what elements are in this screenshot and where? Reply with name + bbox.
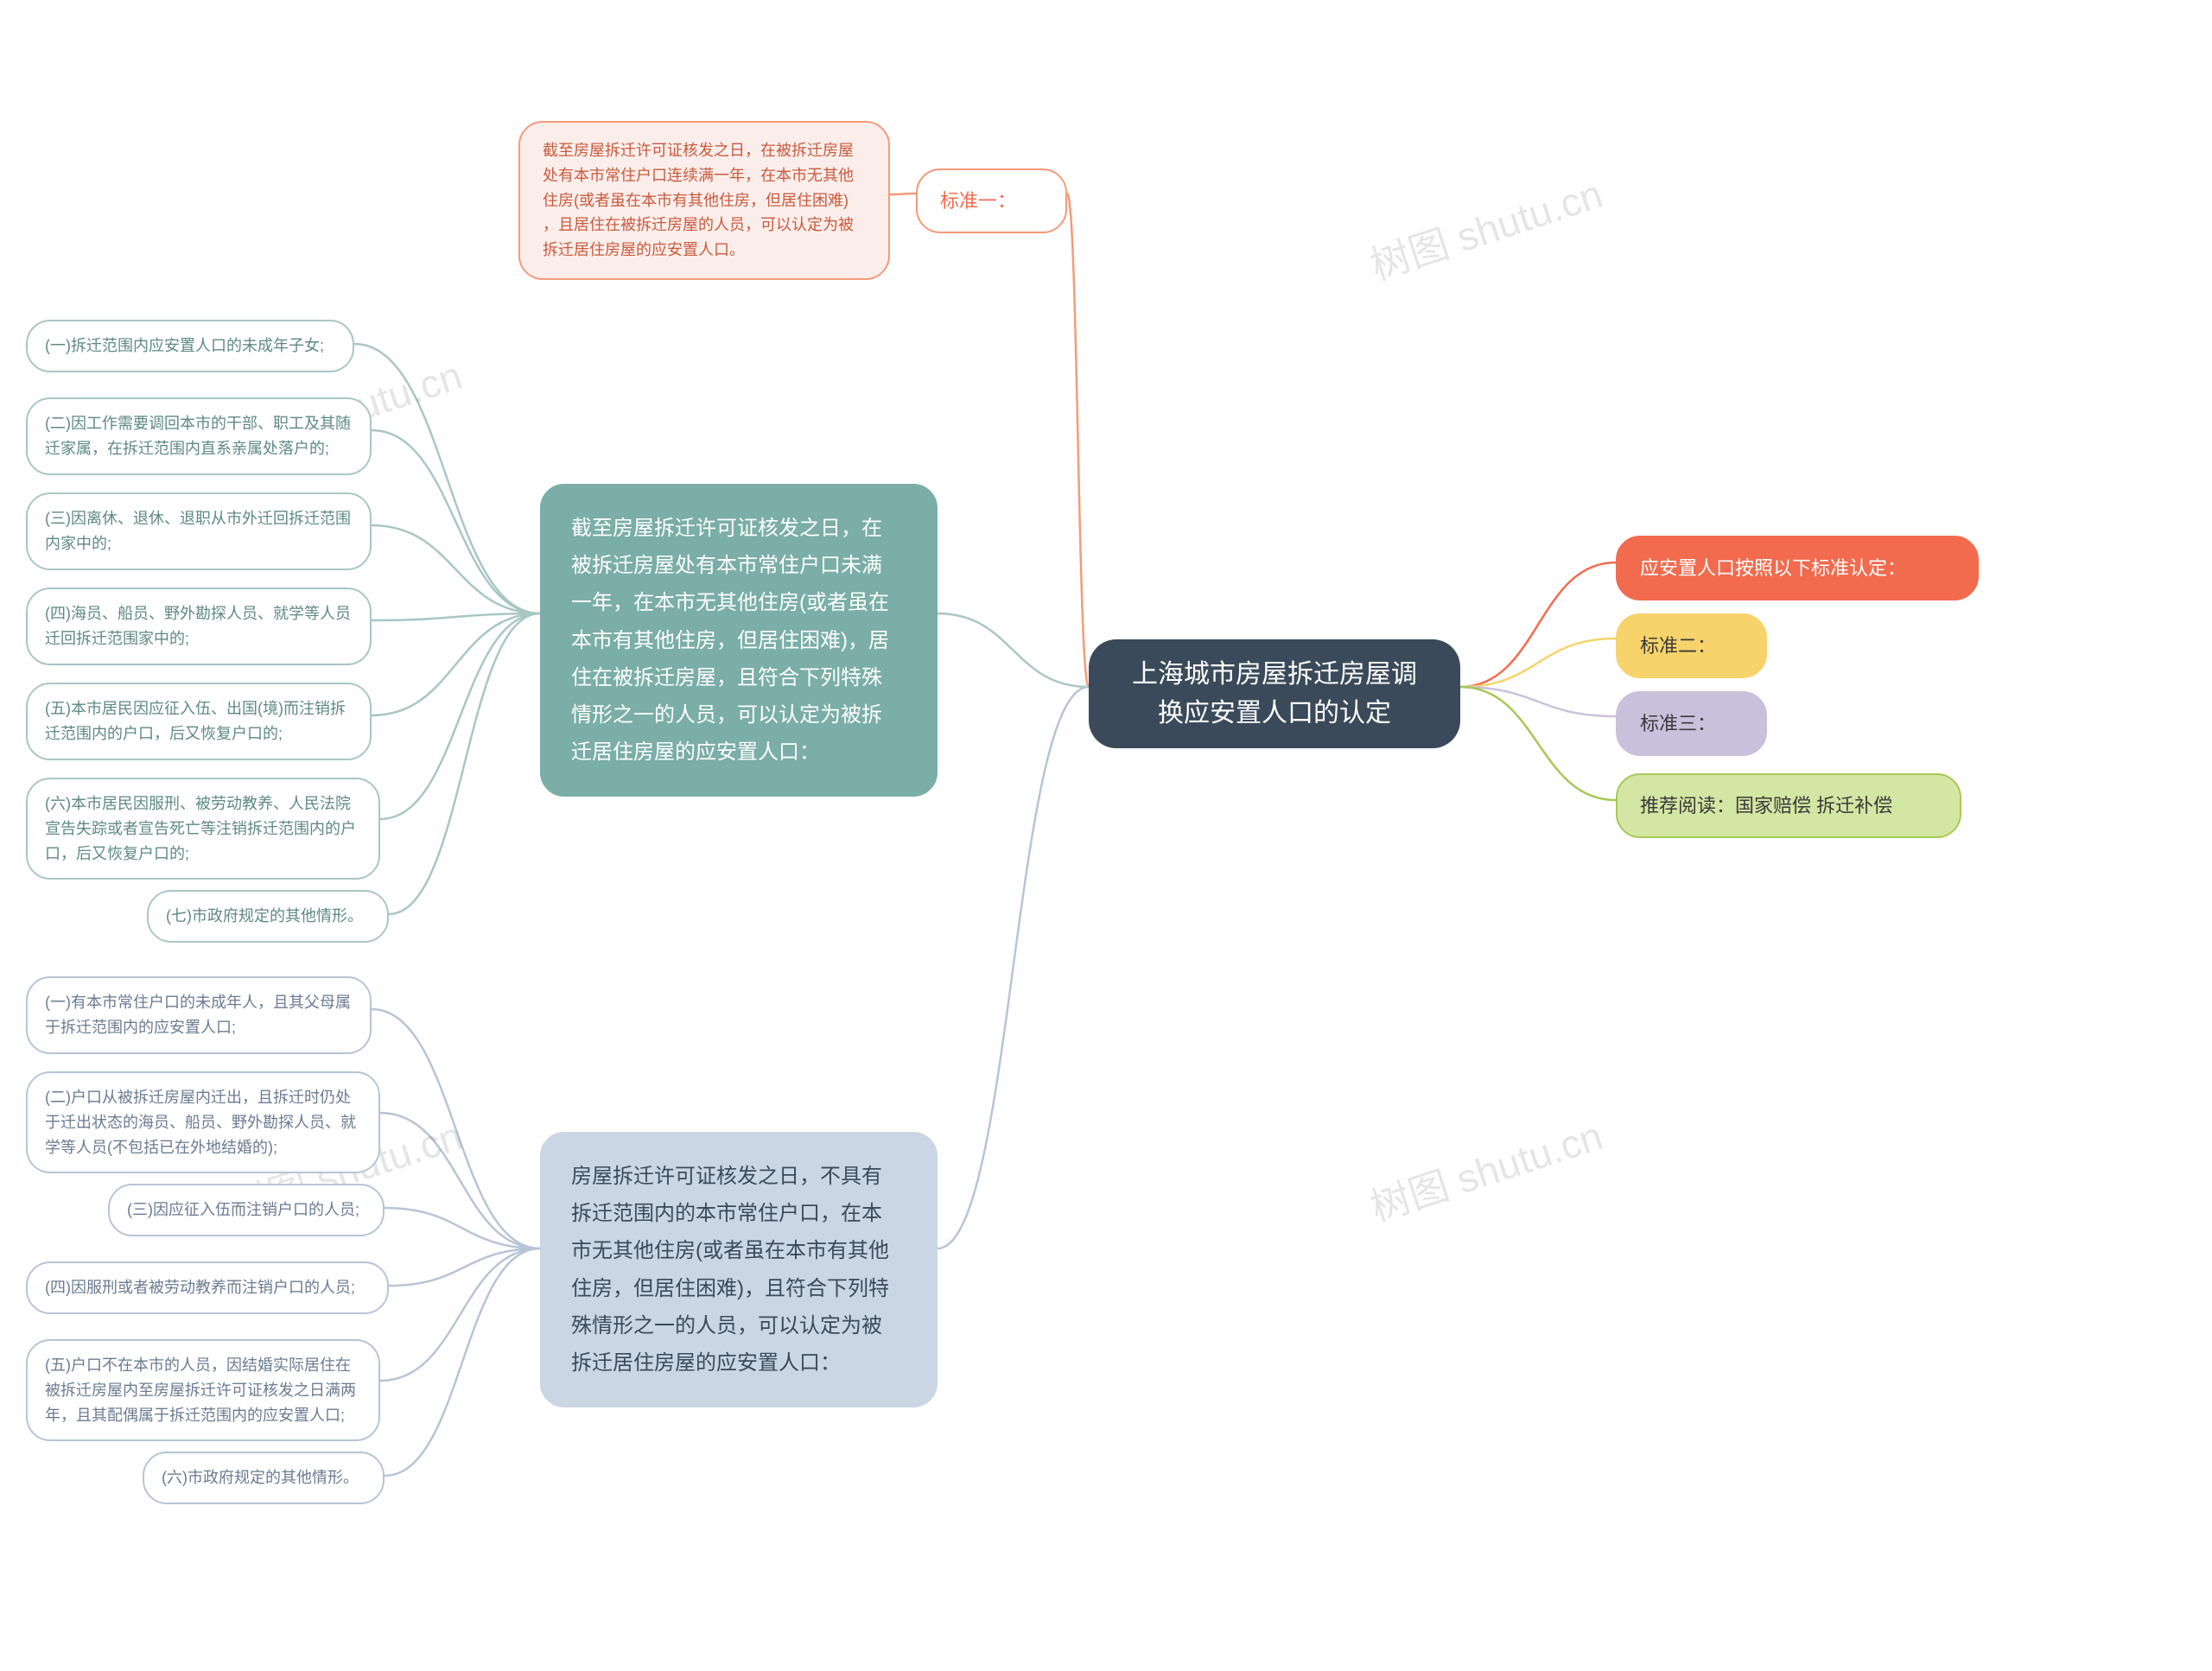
right-branch-r1: 应安置人口按照以下标准认定： — [1616, 536, 1979, 600]
leaf-l3-2: (三)因应征入伍而注销户口的人员; — [108, 1184, 385, 1236]
right-branch-r2: 标准二： — [1616, 613, 1767, 678]
leaf-l2-4: (五)本市居民因应征入伍、出国(境)而注销拆 迁范围内的户口，后又恢复户口的; — [26, 683, 372, 760]
leaf-l2-1: (二)因工作需要调回本市的干部、职工及其随 迁家属，在拆迁范围内直系亲属处落户的… — [26, 397, 372, 475]
leaf-l3-4: (五)户口不在本市的人员，因结婚实际居住在 被拆迁房屋内至房屋拆迁许可证核发之日… — [26, 1339, 380, 1441]
left-branch-l3: 房屋拆迁许可证核发之日，不具有 拆迁范围内的本市常住户口，在本 市无其他住房(或… — [540, 1132, 938, 1407]
right-branch-r4: 推荐阅读：国家赔偿 拆迁补偿 — [1616, 773, 1961, 838]
center-topic: 上海城市房屋拆迁房屋调 换应安置人口的认定 — [1089, 639, 1460, 748]
leaf-l2-0: (一)拆迁范围内应安置人口的未成年子女; — [26, 320, 354, 372]
leaf-l2-5: (六)本市居民因服刑、被劳动教养、人民法院 宣告失踪或者宣告死亡等注销拆迁范围内… — [26, 778, 380, 880]
leaf-l3-3: (四)因服刑或者被劳动教养而注销户口的人员; — [26, 1261, 389, 1314]
leaf-l2-3: (四)海员、船员、野外勘探人员、就学等人员 迁回拆迁范围家中的; — [26, 588, 372, 665]
leaf-l3-0: (一)有本市常住户口的未成年人，且其父母属 于拆迁范围内的应安置人口; — [26, 976, 372, 1054]
left-branch-l1: 标准一： — [916, 168, 1067, 233]
leaf-l3-1: (二)户口从被拆迁房屋内迁出，且拆迁时仍处 于迁出状态的海员、船员、野外勘探人员… — [26, 1071, 380, 1173]
right-branch-r3: 标准三： — [1616, 691, 1767, 756]
leaf-l2-6: (七)市政府规定的其他情形。 — [147, 890, 389, 943]
left-branch-l2: 截至房屋拆迁许可证核发之日，在 被拆迁房屋处有本市常住户口未满 一年，在本市无其… — [540, 484, 938, 797]
watermark: 树图 shutu.cn — [1363, 1105, 1609, 1234]
leaf-l2-2: (三)因离休、退休、退职从市外迁回拆迁范围 内家中的; — [26, 492, 372, 570]
watermark: 树图 shutu.cn — [1363, 163, 1609, 292]
left-branch-l1-detail: 截至房屋拆迁许可证核发之日，在被拆迁房屋 处有本市常住户口连续满一年，在本市无其… — [518, 121, 890, 280]
leaf-l3-5: (六)市政府规定的其他情形。 — [143, 1452, 385, 1504]
